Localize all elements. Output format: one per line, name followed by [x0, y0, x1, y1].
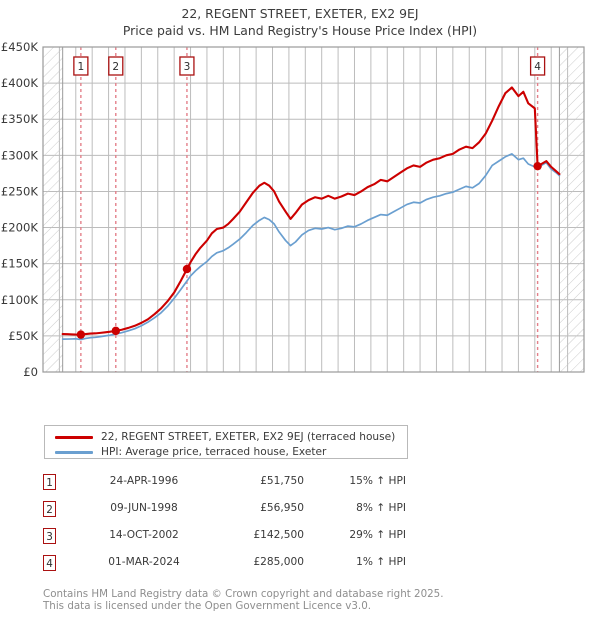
sale-price: £285,000 [253, 556, 304, 568]
series-lines [61, 86, 561, 341]
y-axis-tick-labels: £0 £50K £100K £150K £200K £250K £300K £350K £400… [1, 41, 39, 376]
svg-text:3: 3 [184, 61, 191, 73]
sale-date: 01-MAR-2024 [108, 556, 180, 568]
legend-swatch-price-paid [55, 435, 93, 439]
sale-hpi-delta: 29% ↑ HPI [349, 529, 406, 541]
sale-marker-badge: 3 [43, 528, 56, 544]
sale-hpi-delta: 15% ↑ HPI [349, 475, 406, 487]
sale-date: 24-APR-1996 [109, 475, 179, 487]
svg-text:£450K: £450K [1, 41, 39, 54]
plot-background [43, 47, 584, 372]
svg-text:£250K: £250K [1, 184, 39, 198]
copyright-footer: Contains HM Land Registry data © Crown c… [43, 588, 563, 613]
sale-event-lines [80, 47, 539, 372]
footer-line-copyright: Contains HM Land Registry data © Crown c… [43, 588, 444, 600]
svg-text:£150K: £150K [1, 257, 39, 271]
svg-text:£100K: £100K [1, 293, 39, 307]
sale-marker-badge: 2 [43, 501, 56, 517]
svg-text:1: 1 [77, 61, 84, 73]
table-row: 2 09-JUN-1998 £56,950 8% ↑ HPI [40, 499, 460, 526]
table-row: 4 01-MAR-2024 £285,000 1% ↑ HPI [40, 553, 460, 580]
table-row: 1 24-APR-1996 £51,750 15% ↑ HPI [40, 472, 460, 499]
price-history-chart: £0 £50K £100K £150K £200K £250K £300K £350K £400… [0, 41, 600, 376]
sales-history-table: 1 24-APR-1996 £51,750 15% ↑ HPI 2 09-JUN… [40, 472, 460, 580]
footer-line-licence: This data is licensed under the Open Gov… [43, 600, 372, 613]
page-title: 22, REGENT STREET, EXETER, EX2 9EJ [181, 6, 419, 21]
svg-text:£50K: £50K [8, 329, 38, 343]
svg-text:£300K: £300K [1, 148, 39, 162]
chart-legend: 22, REGENT STREET, EXETER, EX2 9EJ (terr… [44, 425, 408, 459]
table-row: 3 14-OCT-2002 £142,500 29% ↑ HPI [40, 526, 460, 553]
svg-text:£200K: £200K [1, 221, 39, 235]
svg-text:£350K: £350K [1, 112, 39, 126]
sale-date: 14-OCT-2002 [109, 529, 179, 541]
svg-text:£400K: £400K [1, 76, 39, 90]
sale-date: 09-JUN-1998 [110, 502, 178, 514]
page-subtitle: Price paid vs. HM Land Registry's House … [122, 23, 478, 38]
sale-hpi-delta: 1% ↑ HPI [356, 556, 406, 568]
svg-text:2: 2 [112, 61, 119, 73]
sale-marker-badge: 4 [43, 555, 56, 571]
no-data-regions [42, 46, 585, 373]
sale-price: £142,500 [253, 529, 304, 541]
legend-item-hpi: HPI: Average price, terraced house, Exet… [51, 445, 401, 459]
sale-point-markers [76, 161, 542, 339]
sale-marker-badge: 1 [43, 474, 56, 490]
legend-label-hpi: HPI: Average price, terraced house, Exet… [101, 446, 327, 458]
legend-swatch-hpi [55, 450, 93, 454]
chart-marker-badges: 1 2 3 4 [73, 56, 546, 76]
sale-price: £51,750 [260, 475, 304, 487]
sale-price: £56,950 [260, 502, 304, 514]
svg-text:£0: £0 [23, 365, 38, 376]
chart-canvas: £0 £50K £100K £150K £200K £250K £300K £350K £400… [1, 41, 585, 376]
legend-item-price-paid: 22, REGENT STREET, EXETER, EX2 9EJ (terr… [51, 430, 401, 444]
svg-text:4: 4 [534, 61, 541, 73]
legend-label-price-paid: 22, REGENT STREET, EXETER, EX2 9EJ (terr… [101, 431, 396, 443]
sale-hpi-delta: 8% ↑ HPI [356, 502, 406, 514]
page-title-block: 22, REGENT STREET, EXETER, EX2 9EJ Price… [0, 0, 600, 39]
plot-frame [42, 46, 585, 373]
